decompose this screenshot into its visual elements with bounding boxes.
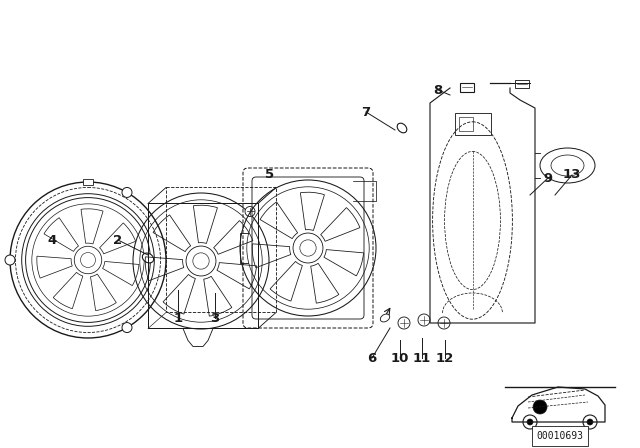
Bar bbox=[515, 80, 529, 88]
Circle shape bbox=[245, 207, 255, 216]
Circle shape bbox=[438, 317, 450, 329]
Text: 00010693: 00010693 bbox=[536, 431, 584, 441]
Text: 9: 9 bbox=[543, 172, 552, 185]
Text: 2: 2 bbox=[113, 233, 123, 246]
Bar bbox=[460, 83, 474, 92]
Ellipse shape bbox=[397, 123, 407, 133]
Text: 7: 7 bbox=[362, 105, 371, 119]
Bar bbox=[83, 179, 93, 185]
Circle shape bbox=[583, 415, 597, 429]
Circle shape bbox=[587, 419, 593, 425]
Circle shape bbox=[418, 314, 430, 326]
Circle shape bbox=[122, 187, 132, 198]
Text: 13: 13 bbox=[563, 168, 581, 181]
Bar bbox=[454, 113, 490, 135]
Text: 1: 1 bbox=[173, 311, 182, 324]
Circle shape bbox=[533, 400, 547, 414]
Text: 12: 12 bbox=[436, 352, 454, 365]
Text: 5: 5 bbox=[266, 168, 275, 181]
Text: 10: 10 bbox=[391, 352, 409, 365]
Circle shape bbox=[5, 255, 15, 265]
Circle shape bbox=[527, 419, 533, 425]
Circle shape bbox=[523, 415, 537, 429]
Circle shape bbox=[398, 317, 410, 329]
Text: 8: 8 bbox=[433, 83, 443, 96]
Ellipse shape bbox=[142, 253, 154, 263]
Ellipse shape bbox=[380, 314, 390, 322]
Bar bbox=[458, 117, 472, 131]
Circle shape bbox=[122, 323, 132, 332]
Text: 11: 11 bbox=[413, 352, 431, 365]
Text: 3: 3 bbox=[211, 311, 220, 324]
Text: 6: 6 bbox=[367, 352, 376, 365]
Text: 4: 4 bbox=[47, 233, 56, 246]
